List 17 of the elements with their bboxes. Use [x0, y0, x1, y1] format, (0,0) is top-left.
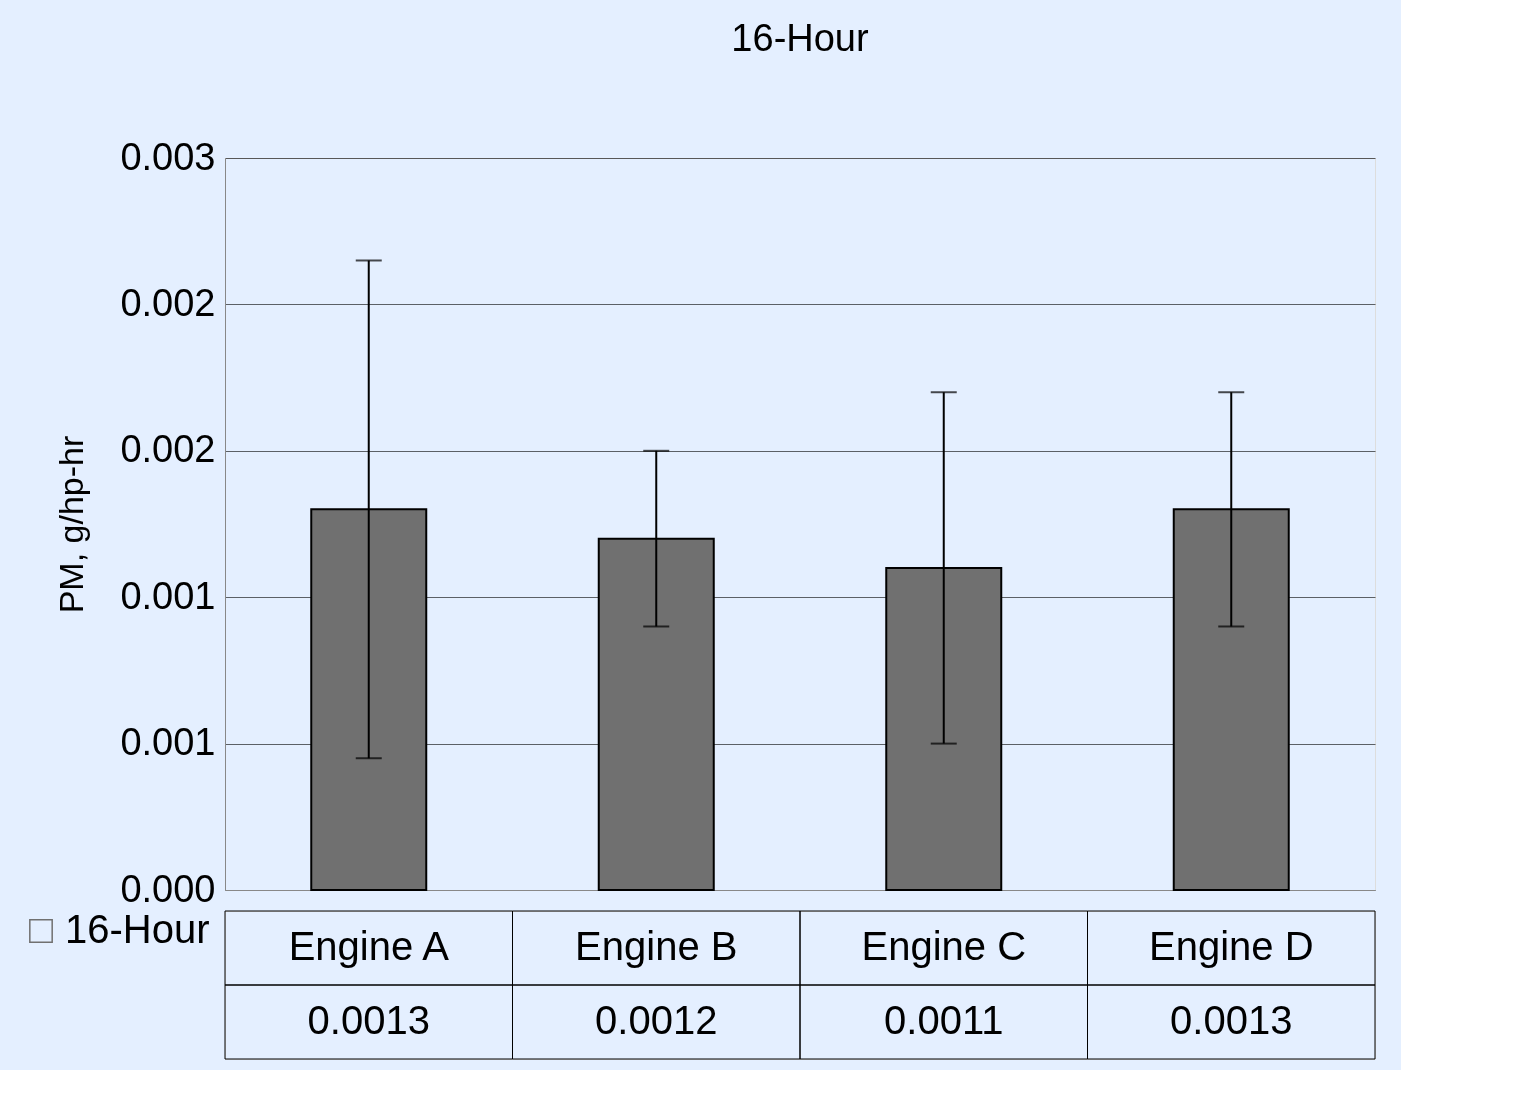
x-tick-label: Engine C [861, 924, 1027, 968]
chart-title: 16-Hour [731, 17, 869, 59]
legend-label: 16-Hour [65, 907, 210, 951]
y-tick-label: 0.001 [120, 721, 216, 764]
y-tick-label: 0.003 [120, 135, 216, 178]
data-label: 0.0013 [1170, 998, 1293, 1042]
y-tick-label: 0.002 [120, 281, 216, 324]
y-tick-label: 0.001 [120, 574, 216, 617]
y-tick-label: 0.000 [120, 867, 216, 910]
x-tick-label: Engine A [288, 924, 450, 968]
data-label: 0.0013 [307, 998, 430, 1042]
x-tick-label: Engine D [1148, 924, 1314, 968]
data-label: 0.0012 [595, 998, 718, 1042]
y-tick-label: 0.002 [120, 428, 216, 471]
x-tick-label: Engine B [575, 924, 738, 968]
y-axis-title: PM, g/hp-hr [52, 435, 91, 614]
data-label: 0.0011 [884, 998, 1004, 1042]
